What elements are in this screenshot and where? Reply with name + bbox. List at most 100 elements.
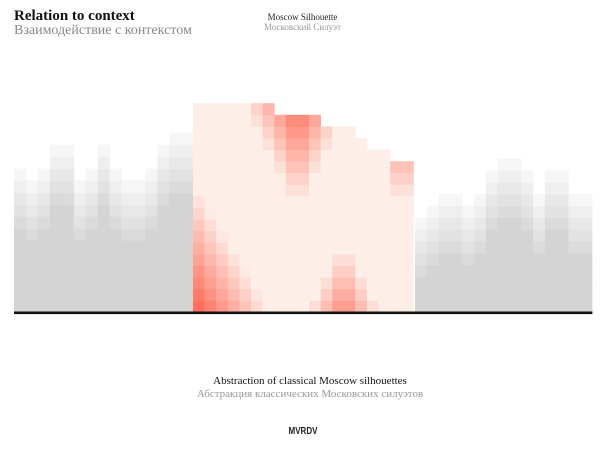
context-cell <box>462 288 475 301</box>
context-cell <box>544 194 557 207</box>
silhouette-cell <box>216 161 229 174</box>
context-cell <box>415 288 428 301</box>
context-cell <box>426 217 439 230</box>
silhouette-cell <box>332 207 345 220</box>
silhouette-cell <box>262 161 275 174</box>
context-cell <box>109 300 122 313</box>
silhouette-cell <box>251 161 263 174</box>
context-cell <box>97 252 110 265</box>
context-cell <box>37 252 51 265</box>
silhouette-cell <box>262 207 275 220</box>
context-cell <box>544 205 557 218</box>
context-cell <box>133 240 146 253</box>
context-cell <box>14 264 27 277</box>
silhouette-cell <box>274 196 287 208</box>
context-cell <box>568 276 581 289</box>
context-cell <box>49 276 63 289</box>
context-cell <box>109 252 122 265</box>
context-cell <box>426 288 439 301</box>
silhouette-cell <box>262 103 275 116</box>
silhouette-cell <box>367 149 379 162</box>
context-cell <box>497 158 510 171</box>
context-cell <box>85 192 99 205</box>
silhouette-cell <box>320 219 333 232</box>
context-cell <box>97 240 110 253</box>
context-cell <box>485 276 498 289</box>
silhouette-cell <box>239 172 252 185</box>
silhouette-cell <box>204 219 217 232</box>
context-cell <box>169 264 182 277</box>
silhouette-cell <box>216 149 229 162</box>
silhouette-cell <box>204 288 217 301</box>
silhouette-cell <box>332 288 345 301</box>
silhouette-cell <box>367 300 379 313</box>
silhouette-cell <box>320 207 333 220</box>
context-cell <box>181 156 194 169</box>
context-cell <box>497 182 510 195</box>
silhouette-cell <box>343 265 356 278</box>
context-cell <box>121 264 134 277</box>
silhouette-cell <box>309 149 321 162</box>
silhouette-cell <box>309 254 321 266</box>
silhouette-cell <box>193 265 205 278</box>
silhouette-cell <box>297 126 310 139</box>
silhouette-cell <box>401 172 414 185</box>
context-cell <box>145 288 158 301</box>
silhouette-cell <box>367 254 379 266</box>
silhouette-cell <box>343 288 356 301</box>
context-cell <box>544 182 557 195</box>
silhouette-cell <box>251 103 263 116</box>
silhouette-cell <box>204 265 217 278</box>
silhouette-cell <box>355 172 368 185</box>
context-cell <box>14 228 27 241</box>
silhouette-cell <box>285 196 298 208</box>
silhouette-cell <box>320 138 333 150</box>
silhouette-cell <box>367 242 379 255</box>
silhouette-cell <box>216 196 229 208</box>
silhouette-cell <box>367 265 379 278</box>
silhouette-cell <box>216 126 229 139</box>
context-cell <box>580 194 593 207</box>
silhouette-cell <box>251 207 263 220</box>
silhouette-cell <box>227 114 240 127</box>
context-cell <box>544 264 557 277</box>
context-cell <box>509 229 522 242</box>
silhouette-cell <box>297 242 310 255</box>
context-cell <box>37 276 51 289</box>
silhouette-cell <box>274 126 287 139</box>
context-cell <box>14 192 27 205</box>
silhouette-cell <box>262 265 275 278</box>
silhouette-cell <box>274 230 287 243</box>
context-cell <box>438 194 451 207</box>
silhouette-cell <box>274 172 287 185</box>
silhouette-cell <box>297 172 310 185</box>
context-cell <box>133 228 146 241</box>
silhouette-cell <box>216 184 229 197</box>
context-cell <box>49 144 63 158</box>
silhouette-cell <box>285 254 298 266</box>
silhouette-cell <box>262 288 275 301</box>
context-cell <box>533 217 546 230</box>
silhouette-cell <box>239 161 252 174</box>
silhouette-cell <box>216 288 229 301</box>
silhouette-cell <box>378 161 391 174</box>
context-cell <box>14 180 27 193</box>
silhouette-cell <box>227 126 240 139</box>
context-cell <box>580 253 593 266</box>
context-cell <box>37 300 51 313</box>
silhouette-cell <box>309 161 321 174</box>
silhouette-cell <box>343 230 356 243</box>
context-cell <box>509 158 522 171</box>
silhouette-cell <box>262 300 275 313</box>
silhouette-cell <box>251 277 263 290</box>
context-cell <box>521 300 534 313</box>
silhouette-cell <box>274 207 287 220</box>
context-cell <box>181 204 194 217</box>
silhouette-cell <box>262 114 275 127</box>
silhouette-cell <box>239 265 252 278</box>
silhouette-cell <box>239 207 252 220</box>
silhouette-cell <box>309 288 321 301</box>
silhouette-cell <box>297 196 310 208</box>
silhouette-cell <box>274 254 287 266</box>
silhouette-cell <box>204 230 217 243</box>
